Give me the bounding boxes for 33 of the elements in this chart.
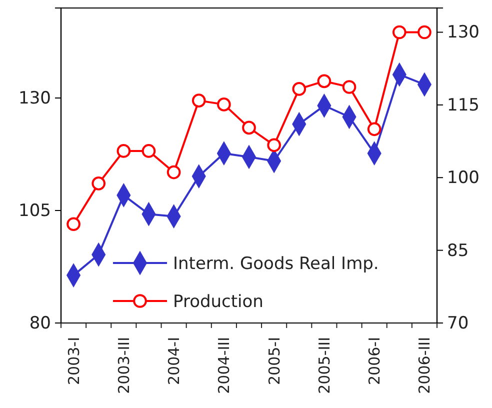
point bbox=[242, 120, 256, 135]
x-tick-label: 2003-I bbox=[64, 337, 83, 386]
point bbox=[292, 82, 306, 96]
point bbox=[66, 217, 80, 232]
legend-label: Interm. Goods Real Imp. bbox=[173, 254, 379, 274]
y2-tick-label: 100 bbox=[447, 168, 480, 188]
y-tick-label: 105 bbox=[18, 200, 51, 221]
point bbox=[317, 74, 332, 88]
point bbox=[418, 25, 432, 40]
x-tick-label: 2006-III bbox=[416, 337, 434, 394]
point bbox=[116, 144, 131, 158]
x-tick-label: 2004-III bbox=[215, 337, 234, 394]
point bbox=[142, 144, 156, 158]
point bbox=[92, 176, 106, 190]
y2-tick-label: 70 bbox=[447, 313, 469, 334]
point bbox=[342, 80, 356, 94]
y2-tick-label: 130 bbox=[447, 22, 480, 43]
legend-label: Production bbox=[173, 292, 264, 312]
x-tick-label: 2006-I bbox=[366, 337, 384, 386]
y2-tick-label: 115 bbox=[447, 95, 480, 116]
point bbox=[392, 25, 406, 40]
y2-tick-label: 85 bbox=[447, 240, 469, 261]
x-tick-label: 2004-I bbox=[165, 337, 184, 386]
y-tick-label: 130 bbox=[18, 88, 51, 108]
y-tick-label: 80 bbox=[29, 313, 51, 334]
x-tick-label: 2005-III bbox=[315, 337, 334, 394]
point bbox=[166, 165, 181, 180]
x-tick-label: 2005-I bbox=[265, 337, 284, 386]
x-tick-label: 2003-III bbox=[114, 337, 133, 394]
point bbox=[217, 98, 231, 112]
point bbox=[367, 122, 382, 136]
point bbox=[267, 138, 281, 152]
point bbox=[192, 94, 206, 108]
